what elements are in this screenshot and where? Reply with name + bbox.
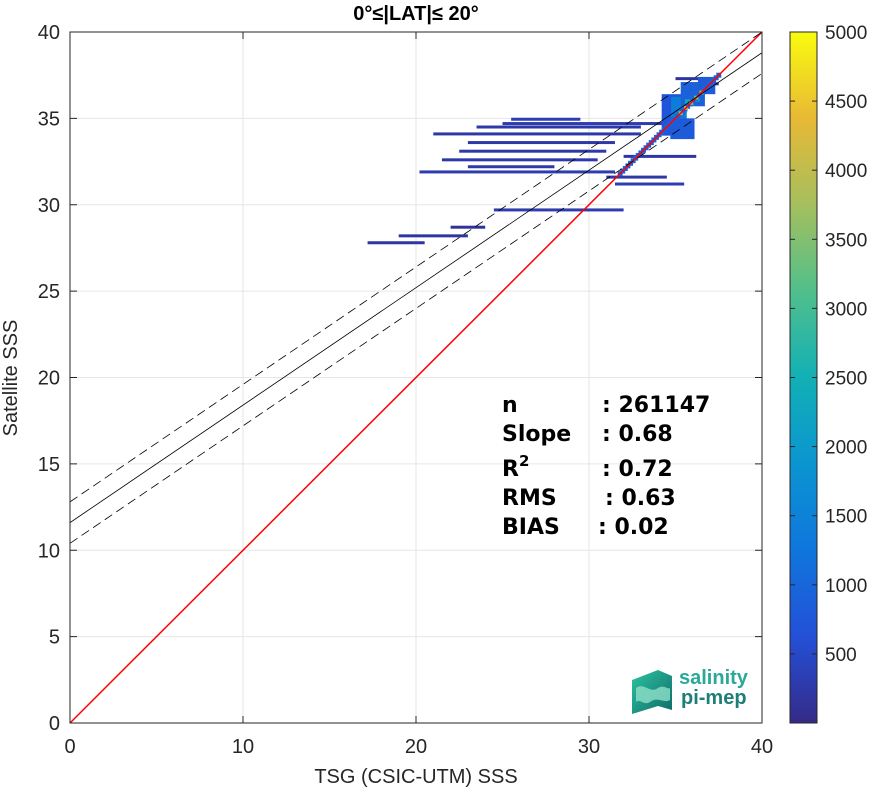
stat-r2-sup: 2 — [519, 452, 529, 470]
y-tick-label-4: 20 — [38, 368, 60, 390]
logo-text-salinity: salinity — [679, 667, 749, 689]
stat-n-value: : 261147 — [602, 393, 710, 418]
line-regression — [70, 52, 762, 523]
y-tick-label-2: 10 — [38, 540, 60, 562]
stat-rms-value: : 0.63 — [605, 486, 676, 511]
density-segment-3 — [493, 208, 624, 212]
density-segment-11 — [502, 122, 667, 126]
colorbar-tick-label-7: 4000 — [825, 161, 867, 182]
stat-bias-value: : 0.02 — [598, 515, 669, 540]
density-segment-8 — [467, 141, 615, 145]
x-axis-label: TSG (CSIC-UTM) SSS — [314, 766, 517, 788]
y-tick-label-3: 15 — [38, 454, 60, 476]
density-segment-14 — [606, 175, 667, 179]
y-tick-label-5: 25 — [38, 281, 60, 303]
stat-r2-base: R — [502, 457, 519, 482]
y-ticks: 0 5 10 15 20 25 30 35 40 — [38, 22, 762, 735]
x-tick-label-0: 0 — [64, 736, 75, 758]
density-segment-6 — [441, 158, 598, 162]
logo-wave-highlight — [636, 686, 670, 704]
stats-box: n : 261147 Slope : 0.68 R2 : 0.72 RMS : … — [502, 393, 710, 540]
colorbar-tick-label-9: 5000 — [825, 23, 867, 44]
x-tick-label-3: 30 — [578, 736, 600, 758]
density-segment-13 — [614, 182, 685, 186]
y-tick-label-1: 5 — [49, 627, 60, 649]
colorbar-tick-label-1: 1000 — [825, 576, 867, 597]
y-tick-label-0: 0 — [49, 713, 60, 735]
x-tick-label-4: 40 — [751, 736, 773, 758]
colorbar-tick-label-6: 3500 — [825, 230, 867, 251]
density-segment-17 — [675, 77, 711, 81]
stat-r2-value: : 0.72 — [602, 457, 673, 482]
chart-title: 0°≤|LAT|≤ 20° — [353, 3, 478, 25]
line-one-to-one — [70, 32, 762, 723]
logo-text-pi-mep: pi-mep — [681, 687, 747, 709]
colorbar-tick-label-8: 4500 — [825, 92, 867, 113]
colorbar-tick-label-5: 3000 — [825, 299, 867, 320]
x-ticks: 0 10 20 30 40 — [64, 32, 773, 758]
y-axis-label: Satellite SSS — [0, 320, 22, 437]
stat-n-label: n — [502, 393, 518, 418]
colorbar-tick-label-2: 1500 — [825, 507, 867, 528]
density-segment-1 — [398, 234, 468, 238]
colorbar-tick-label-4: 2500 — [825, 369, 867, 390]
density-segment-10 — [476, 125, 641, 129]
density-segment-0 — [367, 241, 425, 245]
salinity-pi-mep-logo: salinity pi-mep — [632, 667, 749, 714]
density-segment-4 — [419, 170, 615, 174]
colorbar-ticks: 500 1000 1500 2000 2500 3000 3500 4000 4500 5000 — [790, 23, 867, 666]
fit-lines — [70, 32, 762, 723]
stat-rms-label: RMS — [502, 486, 557, 511]
density-segment-5 — [467, 165, 555, 169]
y-tick-label-7: 35 — [38, 108, 60, 130]
stat-slope-label: Slope — [502, 422, 571, 447]
density-segment-15 — [623, 154, 697, 158]
x-tick-label-2: 20 — [405, 736, 427, 758]
density-segment-2 — [450, 225, 486, 229]
colorbar-tick-label-3: 2000 — [825, 438, 867, 459]
colorbar-tick-label-0: 500 — [825, 645, 857, 666]
y-tick-label-6: 30 — [38, 195, 60, 217]
stat-r2-label: R2 — [502, 452, 529, 482]
x-tick-label-1: 10 — [232, 736, 254, 758]
y-tick-label-8: 40 — [38, 22, 60, 44]
stat-bias-label: BIAS — [502, 515, 560, 540]
stat-slope-value: : 0.68 — [602, 422, 673, 447]
density-segment-7 — [459, 149, 607, 153]
density-segment-12 — [511, 117, 581, 121]
density-segment-9 — [433, 132, 641, 136]
